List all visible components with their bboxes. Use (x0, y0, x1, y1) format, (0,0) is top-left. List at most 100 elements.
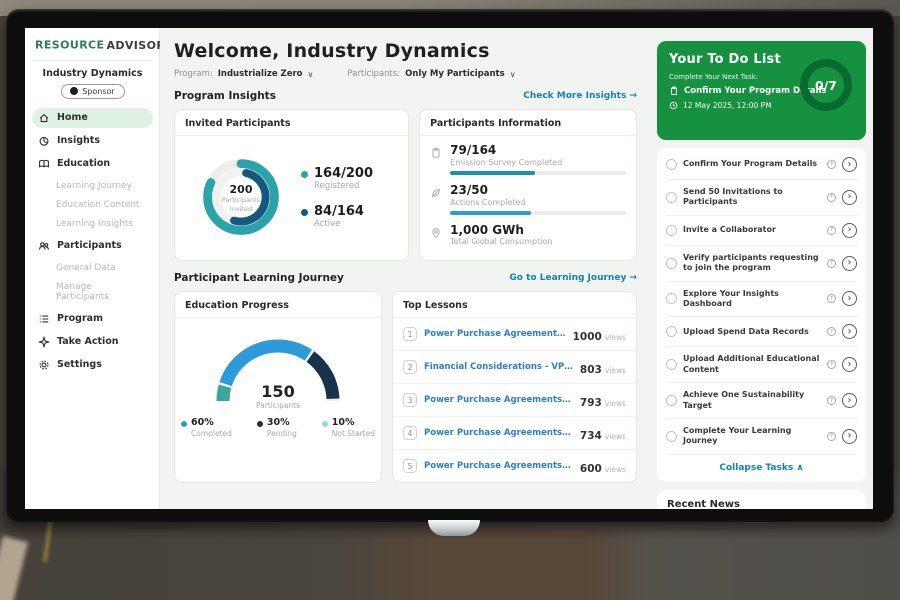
sidebar-item-learning-journey[interactable]: Learning Journey (56, 180, 132, 191)
help-icon[interactable]: ? (827, 225, 836, 235)
task-go-button[interactable]: › (842, 357, 857, 373)
task-go-button[interactable]: › (842, 428, 857, 444)
section-title: Participant Learning Journey (174, 272, 344, 284)
legend-pct: 60% (191, 417, 214, 428)
rank-chip: 5 (403, 459, 417, 473)
help-icon[interactable]: ? (827, 258, 836, 268)
legend-pct: 30% (266, 417, 290, 428)
arrow-right-icon: → (629, 91, 637, 101)
brand-primary: RESOURCE (35, 38, 105, 52)
views-value: 600 (579, 462, 602, 475)
metric-label: Actions Completed (450, 197, 526, 207)
legend-dot (181, 421, 187, 427)
page-title: Welcome, Industry Dynamics (174, 40, 490, 62)
org-name: Industry Dynamics (42, 67, 143, 79)
program-filter[interactable]: Program: Industrialize Zero ∨ (174, 69, 313, 79)
views-value: 1000 (572, 330, 602, 343)
insights-icon (39, 136, 49, 146)
task-checkbox[interactable] (666, 359, 677, 371)
lesson-link[interactable]: Power Purchase Agreements 103 (424, 461, 573, 471)
legend-pending: 30% Pending (256, 417, 297, 438)
sidebar-item-insights[interactable]: Insights (32, 131, 153, 151)
lesson-link[interactable]: Financial Considerations - VPPAs (424, 362, 573, 372)
task-label: Verify participants requesting to join t… (683, 252, 819, 273)
learning-journey-header: Participant Learning Journey Go to Learn… (174, 272, 637, 284)
task-checkbox[interactable] (666, 395, 677, 407)
sidebar-item-education-content[interactable]: Education Content (56, 199, 140, 210)
task-row: Verify participants requesting to join t… (666, 246, 857, 282)
help-icon[interactable]: ? (827, 192, 836, 202)
task-go-button[interactable]: › (842, 324, 857, 340)
lesson-link[interactable]: Power Purchase Agreements 101 (424, 395, 573, 405)
sidebar-item-take-action[interactable]: Take Action (32, 332, 153, 352)
actions-completed-metric: 23/50 Actions Completed (430, 183, 626, 215)
views-unit: views (604, 431, 626, 441)
chevron-down-icon: ∨ (509, 69, 516, 79)
help-icon[interactable]: ? (827, 327, 836, 337)
legend-dot (301, 170, 308, 178)
help-icon[interactable]: ? (827, 360, 836, 370)
rank-chip: 1 (403, 327, 417, 341)
task-go-button[interactable]: › (842, 255, 857, 271)
todo-progress-value: 0/7 (815, 77, 837, 93)
link-label: Check More Insights (523, 91, 627, 101)
education-progress-gauge: 150 Participants (203, 326, 353, 410)
help-icon[interactable]: ? (827, 160, 836, 169)
help-icon[interactable]: ? (827, 396, 836, 406)
task-go-button[interactable]: › (842, 157, 857, 172)
legend-registered: 164/200 Registered (301, 166, 373, 191)
legend-label: Completed (191, 428, 232, 438)
sidebar-item-label: Home (57, 112, 88, 124)
task-checkbox[interactable] (666, 159, 677, 170)
lesson-row: 4 Power Purchase Agreements 102 734 views (393, 417, 636, 450)
lesson-row: 3 Power Purchase Agreements 101 793 views (393, 384, 636, 417)
filter-bar: Program: Industrialize Zero ∨ Participan… (174, 69, 637, 79)
monitor-stand (428, 520, 480, 536)
leaf-icon (432, 188, 441, 197)
clock-icon (669, 101, 678, 110)
lesson-link[interactable]: Power Purchase Agreements 101 (424, 329, 566, 339)
task-checkbox[interactable] (666, 430, 677, 442)
metric-label: Total Global Consumption (450, 237, 553, 247)
sidebar-item-manage-participants[interactable]: Manage Participants (56, 281, 109, 302)
sidebar-item-settings[interactable]: Settings (32, 355, 153, 375)
sidebar-item-label: Participants (57, 240, 122, 252)
program-list-icon (39, 315, 49, 323)
task-checkbox[interactable] (666, 224, 677, 236)
help-icon[interactable]: ? (827, 294, 836, 304)
clipboard-icon (432, 147, 440, 158)
task-go-button[interactable]: › (842, 222, 857, 238)
metric-value: 1,000 GWh (450, 222, 524, 237)
sidebar-item-participants[interactable]: Participants (32, 236, 153, 256)
task-checkbox[interactable] (666, 326, 677, 338)
sponsor-badge[interactable]: Sponsor (60, 83, 125, 99)
sidebar-item-learning-insights[interactable]: Learning Insights (56, 218, 134, 229)
go-to-learning-journey-link[interactable]: Go to Learning Journey → (509, 273, 637, 283)
caret-up-icon: ∧ (796, 462, 804, 473)
lesson-link[interactable]: Power Purchase Agreements 102 (424, 428, 573, 438)
task-go-button[interactable]: › (842, 393, 857, 409)
task-label: Send 50 Invitations to Participants (683, 187, 783, 207)
todo-due: 12 May 2025, 12:00 PM (669, 101, 854, 110)
views-unit: views (604, 332, 626, 342)
task-label: Confirm Your Program Details (683, 159, 818, 169)
task-go-button[interactable]: › (842, 291, 857, 307)
sidebar-item-general-data[interactable]: General Data (56, 262, 116, 273)
metric-label: Emission Survey Completed (450, 157, 563, 167)
task-checkbox[interactable] (666, 257, 677, 269)
rank-chip: 4 (403, 426, 417, 440)
help-icon[interactable]: ? (827, 431, 836, 441)
education-progress-card: Education Progress 150 Participants 60% … (174, 291, 382, 483)
check-more-insights-link[interactable]: Check More Insights → (523, 91, 637, 101)
views-value: 803 (579, 363, 602, 376)
sidebar-item-education[interactable]: Education (32, 154, 153, 174)
task-checkbox[interactable] (666, 191, 677, 203)
task-go-button[interactable]: › (842, 189, 857, 205)
task-checkbox[interactable] (666, 293, 677, 305)
sidebar-item-home[interactable]: Home (32, 107, 153, 128)
collapse-tasks-link[interactable]: Collapse Tasks ∧ (666, 455, 857, 482)
sidebar-item-program[interactable]: Program (32, 309, 153, 329)
participants-filter[interactable]: Participants: Only My Participants ∨ (347, 69, 515, 79)
todo-summary-card: Your To Do List Complete Your Next Task:… (657, 41, 866, 140)
metric-value: 79/164 (450, 143, 497, 157)
